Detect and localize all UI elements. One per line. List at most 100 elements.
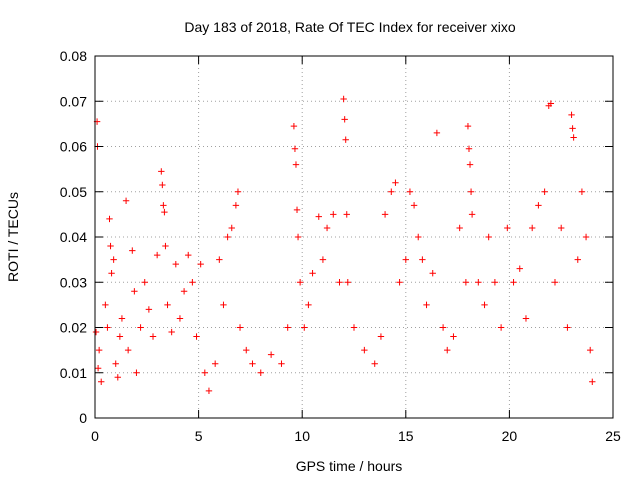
data-point bbox=[535, 202, 542, 209]
data-point bbox=[587, 346, 594, 354]
data-point bbox=[104, 324, 111, 331]
data-point bbox=[224, 233, 231, 241]
data-point bbox=[153, 251, 161, 259]
data-point bbox=[236, 324, 244, 331]
data-point bbox=[228, 224, 235, 232]
data-point bbox=[450, 333, 457, 340]
data-point bbox=[504, 224, 511, 232]
data-point bbox=[189, 279, 196, 286]
data-point bbox=[485, 233, 492, 241]
data-point bbox=[344, 279, 351, 286]
data-point bbox=[340, 95, 347, 103]
data-point bbox=[257, 369, 264, 376]
y-tick-label: 0 bbox=[79, 410, 87, 426]
data-point bbox=[137, 324, 144, 331]
y-tick-label: 0.03 bbox=[60, 274, 87, 290]
data-point bbox=[547, 100, 555, 107]
data-point bbox=[164, 301, 171, 309]
data-point bbox=[267, 351, 275, 358]
data-point bbox=[98, 378, 105, 385]
data-point bbox=[108, 270, 115, 277]
data-point bbox=[381, 211, 389, 218]
data-point bbox=[216, 256, 223, 263]
data-point bbox=[361, 346, 368, 354]
data-point bbox=[456, 224, 463, 232]
data-point bbox=[160, 202, 167, 209]
y-tick-label: 0.07 bbox=[60, 93, 87, 109]
data-point bbox=[118, 315, 126, 322]
y-tick-label: 0.01 bbox=[60, 365, 87, 381]
data-point bbox=[541, 188, 548, 195]
data-point bbox=[106, 215, 113, 223]
data-point bbox=[180, 288, 188, 295]
data-point bbox=[290, 122, 298, 130]
y-tick-label: 0.02 bbox=[60, 320, 87, 336]
y-tick-label: 0.05 bbox=[60, 184, 87, 200]
data-point bbox=[570, 134, 577, 141]
x-tick-label: 0 bbox=[91, 428, 99, 444]
data-point bbox=[468, 211, 476, 218]
tick-labels-layer: 0 0.01 0.02 0.03 0.04 0.05 0.06 0.07 0.08 0 5 10 15 2… bbox=[60, 48, 621, 444]
data-point bbox=[133, 369, 140, 376]
data-point bbox=[294, 233, 302, 241]
data-point bbox=[315, 213, 322, 220]
data-point bbox=[201, 369, 209, 376]
data-point bbox=[284, 324, 291, 331]
data-point bbox=[371, 360, 378, 367]
data-point bbox=[176, 315, 184, 322]
data-point bbox=[415, 233, 422, 241]
data-point bbox=[112, 360, 119, 367]
data-point bbox=[582, 233, 590, 241]
ticks-layer bbox=[94, 55, 614, 419]
data-point bbox=[131, 288, 138, 295]
data-point bbox=[211, 360, 219, 367]
data-point bbox=[388, 188, 395, 195]
data-point bbox=[107, 242, 114, 250]
x-axis-title: GPS time / hours bbox=[296, 458, 403, 474]
data-point bbox=[578, 188, 586, 195]
data-point bbox=[433, 129, 441, 137]
data-point bbox=[377, 333, 385, 340]
data-point bbox=[342, 136, 349, 143]
chart-title: Day 183 of 2018, Rate Of TEC Index for r… bbox=[184, 19, 515, 35]
data-point bbox=[292, 161, 300, 168]
data-point bbox=[465, 145, 473, 152]
data-point bbox=[185, 251, 192, 259]
data-point bbox=[467, 188, 475, 195]
data-point bbox=[475, 279, 482, 286]
data-point bbox=[510, 279, 517, 286]
data-point bbox=[309, 270, 316, 277]
data-point bbox=[116, 333, 124, 340]
data-point bbox=[429, 270, 436, 277]
data-point bbox=[129, 247, 136, 254]
data-point bbox=[234, 188, 242, 195]
data-point bbox=[330, 211, 337, 218]
data-point bbox=[319, 256, 327, 263]
data-point bbox=[122, 197, 130, 204]
data-point bbox=[569, 125, 576, 132]
data-point bbox=[481, 301, 488, 309]
data-point bbox=[168, 328, 175, 336]
data-point bbox=[564, 324, 571, 331]
data-point bbox=[439, 324, 447, 331]
data-point bbox=[95, 346, 103, 354]
data-point bbox=[92, 328, 100, 336]
data-point bbox=[205, 387, 213, 395]
data-point bbox=[464, 122, 472, 130]
data-point bbox=[197, 260, 204, 268]
data-point bbox=[293, 206, 301, 214]
data-point bbox=[220, 301, 227, 309]
data-point bbox=[323, 224, 331, 232]
data-point bbox=[305, 301, 312, 309]
data-point bbox=[341, 116, 348, 123]
x-tick-label: 10 bbox=[294, 428, 310, 444]
data-point bbox=[423, 301, 430, 309]
points-layer bbox=[92, 95, 596, 395]
data-point bbox=[558, 224, 565, 232]
data-point bbox=[589, 378, 596, 385]
data-point bbox=[296, 279, 304, 286]
y-tick-label: 0.08 bbox=[60, 48, 87, 64]
data-point bbox=[406, 188, 414, 195]
data-point bbox=[94, 365, 102, 372]
data-point bbox=[568, 111, 575, 119]
